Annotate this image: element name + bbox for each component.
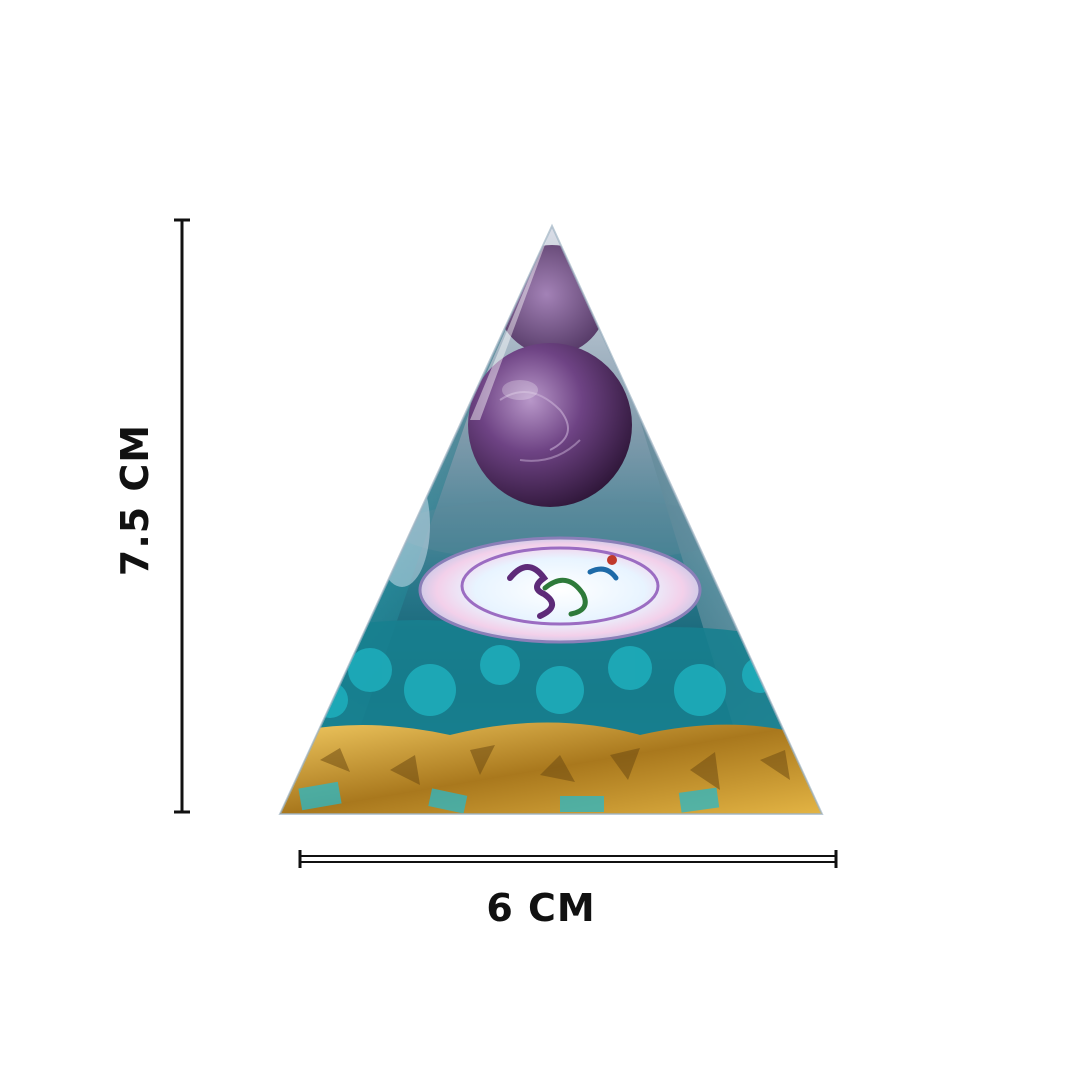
height-dimension-line [174, 218, 190, 814]
om-symbol-disc [418, 536, 702, 644]
width-dimension-line [298, 850, 838, 868]
width-label: 6 CM [486, 886, 596, 930]
height-label: 7.5 CM [113, 423, 157, 577]
gold-flakes [320, 745, 790, 790]
amethyst-sphere [468, 343, 632, 507]
pyramid [280, 226, 822, 814]
amethyst-reflection [497, 245, 607, 355]
